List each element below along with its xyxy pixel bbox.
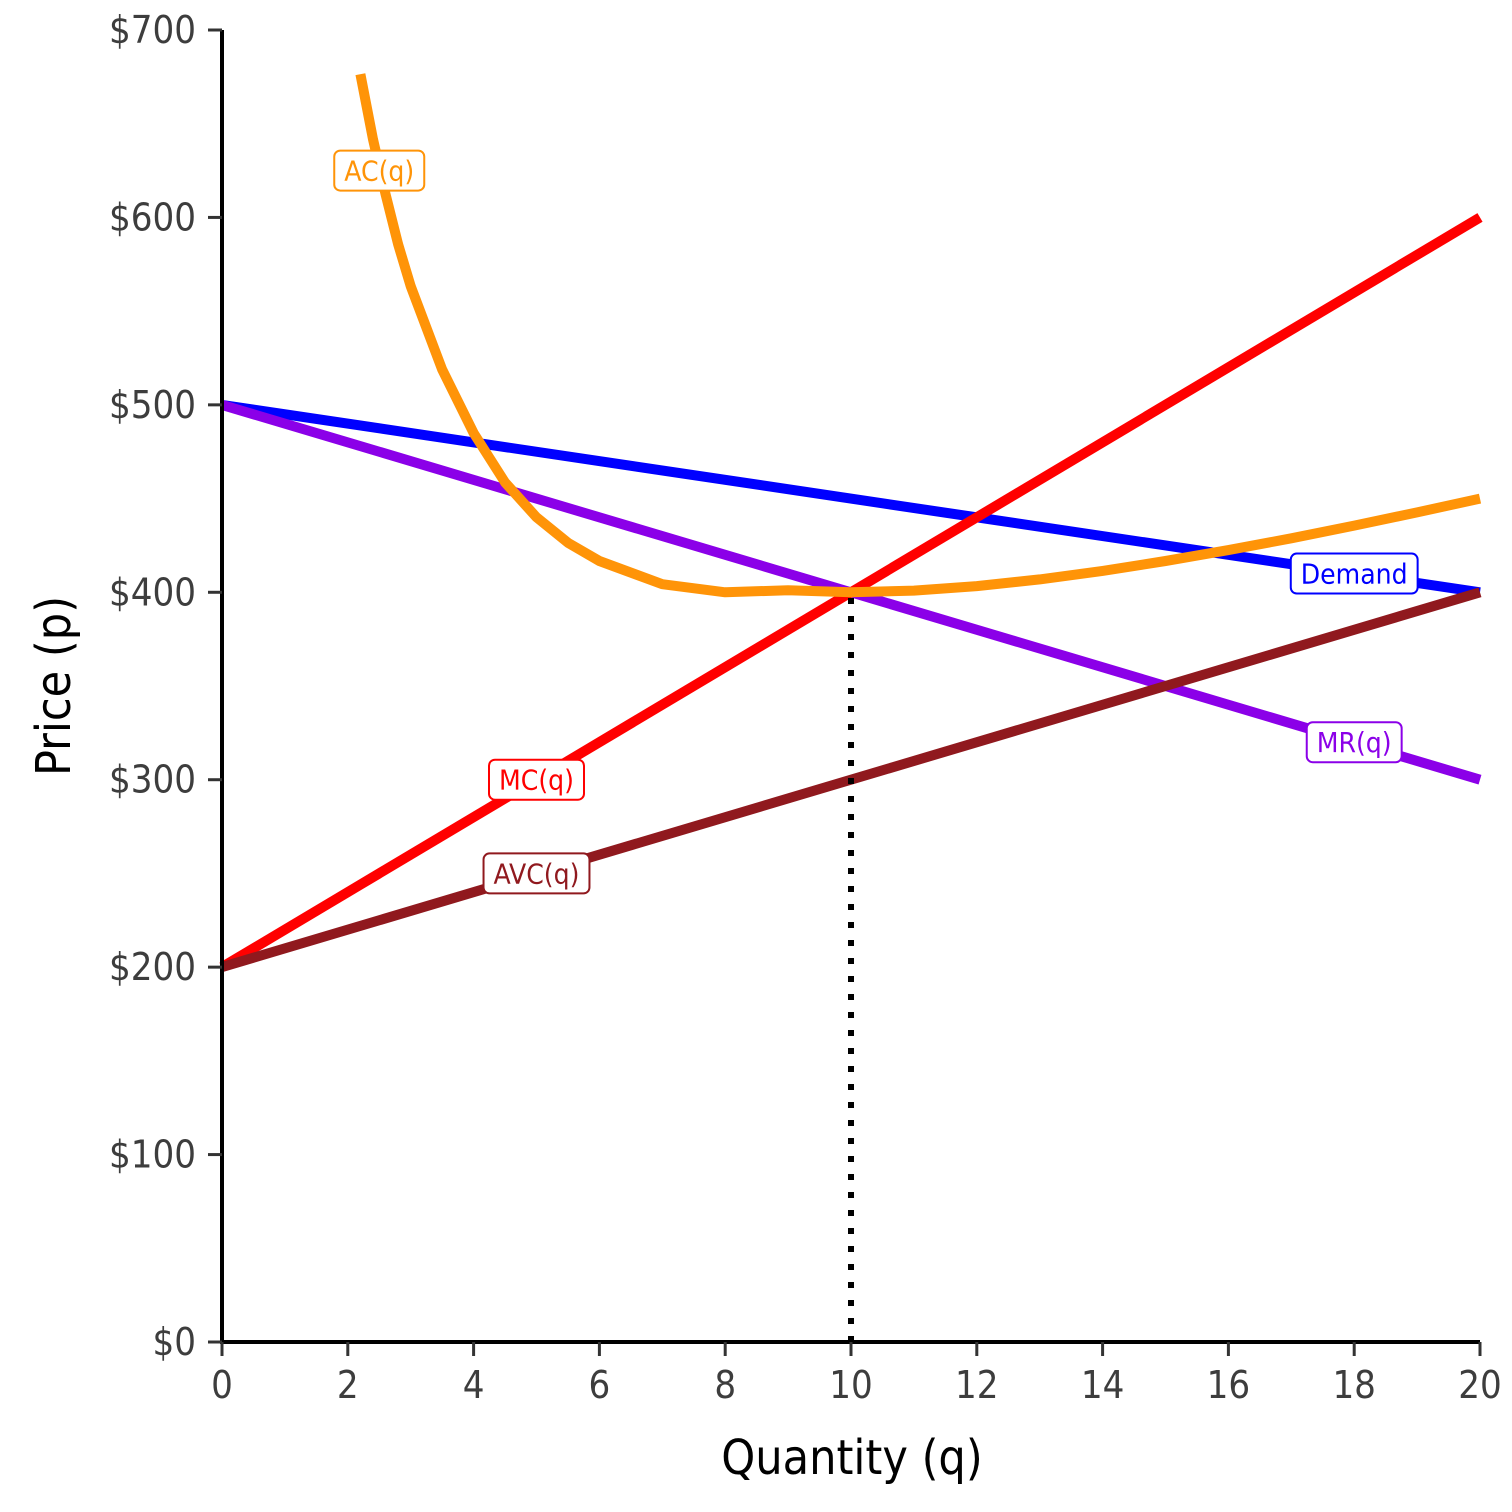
series-label-box bbox=[1305, 721, 1403, 764]
series-label-box bbox=[1289, 552, 1419, 595]
x-tick-label: 14 bbox=[1081, 1363, 1125, 1407]
x-tick-label: 0 bbox=[211, 1363, 233, 1407]
y-tick-label: $600 bbox=[109, 195, 196, 239]
series-label-text: MR(q) bbox=[1317, 726, 1392, 759]
x-tick-label: 2 bbox=[337, 1363, 359, 1407]
series-label-demand: Demand bbox=[1289, 552, 1419, 595]
series-label-text: Demand bbox=[1301, 558, 1408, 591]
x-tick-label: 16 bbox=[1207, 1363, 1251, 1407]
series-label-text: MC(q) bbox=[499, 764, 574, 797]
series-label-box bbox=[333, 149, 426, 192]
x-tick-label: 4 bbox=[463, 1363, 485, 1407]
series-label-mr-q: MR(q) bbox=[1305, 721, 1403, 764]
x-tick-label: 20 bbox=[1458, 1363, 1502, 1407]
y-tick-label: $400 bbox=[109, 570, 196, 614]
x-axis-title: Quantity (q) bbox=[721, 1430, 982, 1486]
series-label-avc-q: AVC(q) bbox=[482, 852, 591, 895]
x-tick-label: 6 bbox=[589, 1363, 611, 1407]
x-tick-label: 18 bbox=[1332, 1363, 1376, 1407]
x-tick-label: 12 bbox=[955, 1363, 999, 1407]
x-tick-label: 10 bbox=[829, 1363, 873, 1407]
y-tick-label: $100 bbox=[109, 1133, 196, 1177]
series-line-ac-q bbox=[355, 73, 1482, 598]
y-tick-label: $300 bbox=[109, 758, 196, 802]
series-label-mc-q: MC(q) bbox=[488, 758, 585, 801]
curve-labels-layer: Demand MR(q) MC(q) AVC(q) AC(q) bbox=[333, 149, 1419, 895]
y-tick-label: $0 bbox=[153, 1320, 197, 1364]
series-label-box bbox=[488, 758, 585, 801]
y-tick-label: $200 bbox=[109, 945, 196, 989]
series-line-demand bbox=[221, 399, 1481, 598]
axes-layer: $0 $100 $200 $300 $400 $500 $600 $700 0 2 4 6 8 10 12 1… bbox=[109, 8, 1502, 1407]
series-label-text: AC(q) bbox=[344, 155, 414, 188]
series-label-box bbox=[482, 852, 591, 895]
series-label-ac-q: AC(q) bbox=[333, 149, 426, 192]
y-tick-label: $700 bbox=[109, 8, 196, 52]
y-tick-label: $500 bbox=[109, 383, 196, 427]
x-tick-label: 8 bbox=[714, 1363, 736, 1407]
y-axis-title: Price (p) bbox=[26, 596, 82, 776]
series-label-text: AVC(q) bbox=[494, 857, 580, 890]
curves-layer bbox=[219, 73, 1483, 972]
